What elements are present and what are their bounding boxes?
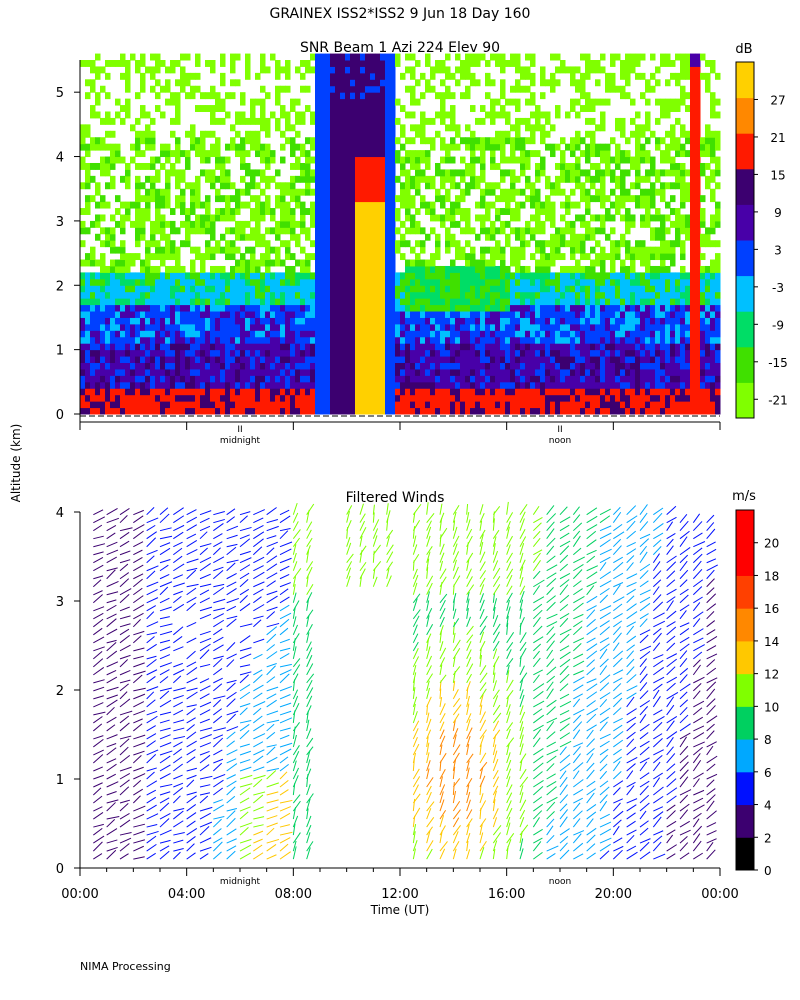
snr-marker-symbol: II bbox=[557, 425, 562, 435]
footer-label: NIMA Processing bbox=[80, 960, 171, 973]
wind-colorbar-segment bbox=[736, 640, 754, 675]
wind-colorbar-label: 16 bbox=[764, 602, 779, 616]
snr-colorbar-unit: dB bbox=[735, 42, 752, 57]
wind-colorbar-segment bbox=[736, 804, 754, 838]
snr-y-tick-label: 4 bbox=[56, 151, 64, 166]
wind-y-tick-label: 0 bbox=[56, 862, 64, 877]
snr-colorbar-label: -15 bbox=[768, 356, 788, 370]
snr-colorbar-segment bbox=[736, 168, 754, 205]
wind-colorbar-frame bbox=[735, 509, 755, 871]
snr-marker-symbol: II bbox=[237, 425, 242, 435]
wind-colorbar-label: 10 bbox=[764, 700, 779, 714]
snr-colorbar-segment bbox=[736, 275, 754, 312]
wind-colorbar-label: 8 bbox=[764, 733, 772, 747]
snr-colorbar-segment bbox=[736, 62, 754, 99]
snr-colorbar-segment bbox=[736, 133, 754, 170]
snr-marker-label: midnight bbox=[220, 436, 261, 446]
snr-colorbar-segment bbox=[736, 97, 754, 134]
wind-colorbar-label: 2 bbox=[764, 831, 772, 845]
snr-colorbar-segment bbox=[736, 204, 754, 241]
wind-colorbar-segment bbox=[736, 542, 754, 576]
wind-colorbar-segment bbox=[736, 575, 754, 609]
wind-y-tick-label: 3 bbox=[56, 595, 64, 610]
wind-colorbar-label: 6 bbox=[764, 766, 772, 780]
snr-colorbar-segment bbox=[736, 240, 754, 277]
wind-y-tick-label: 4 bbox=[56, 506, 64, 521]
wind-colorbar-segment bbox=[736, 706, 754, 740]
snr-colorbar-label: -21 bbox=[768, 393, 788, 407]
wind-colorbar-segment bbox=[736, 837, 754, 871]
wind-colorbar-segment bbox=[736, 739, 754, 773]
wind-x-tick-label: 00:00 bbox=[701, 887, 738, 902]
snr-y-tick-label: 5 bbox=[56, 86, 64, 101]
wind-panel-title: Filtered Winds bbox=[346, 490, 445, 506]
wind-x-tick-label: 00:00 bbox=[61, 887, 98, 902]
snr-y-tick-label: 2 bbox=[56, 279, 64, 294]
snr-marker-label: noon bbox=[549, 436, 571, 446]
wind-colorbar-label: 14 bbox=[764, 635, 779, 649]
wind-colorbar-segment bbox=[736, 673, 754, 707]
snr-y-tick-label: 1 bbox=[56, 344, 64, 359]
snr-colorbar-label: 15 bbox=[770, 168, 785, 182]
wind-x-tick-label: 16:00 bbox=[488, 887, 525, 902]
wind-colorbar-segment bbox=[736, 510, 754, 544]
snr-heatmap bbox=[80, 53, 721, 415]
wind-colorbar-segment bbox=[736, 608, 754, 642]
snr-y-tick-label: 0 bbox=[56, 408, 64, 423]
wind-colorbar-label: 20 bbox=[764, 537, 779, 551]
wind-barbs bbox=[92, 501, 718, 860]
snr-colorbar-label: 3 bbox=[774, 243, 782, 257]
wind-x-tick-label: 08:00 bbox=[275, 887, 312, 902]
wind-x-axis-label: Time (UT) bbox=[370, 903, 430, 917]
snr-colorbar-label: 27 bbox=[770, 93, 785, 107]
snr-colorbar-label: 9 bbox=[774, 206, 782, 220]
wind-x-tick-label: 20:00 bbox=[595, 887, 632, 902]
snr-colorbar-label: -9 bbox=[772, 318, 784, 332]
snr-colorbar-segment bbox=[736, 311, 754, 348]
wind-colorbar-label: 4 bbox=[764, 799, 772, 813]
wind-colorbar-label: 0 bbox=[764, 864, 772, 878]
wind-marker-label: midnight bbox=[220, 877, 261, 887]
wind-y-tick-label: 1 bbox=[56, 773, 64, 788]
wind-marker-label: noon bbox=[549, 877, 571, 887]
wind-x-tick-label: 04:00 bbox=[168, 887, 205, 902]
wind-colorbar-label: 12 bbox=[764, 668, 779, 682]
wind-y-tick-label: 2 bbox=[56, 684, 64, 699]
snr-panel-title: SNR Beam 1 Azi 224 Elev 90 bbox=[300, 40, 500, 56]
snr-colorbar-frame bbox=[735, 61, 755, 419]
snr-colorbar-segment bbox=[736, 382, 754, 419]
wind-colorbar-segment bbox=[736, 771, 754, 806]
figure-title: GRAINEX ISS2*ISS2 9 Jun 18 Day 160 bbox=[269, 6, 531, 22]
wind-colorbar-unit: m/s bbox=[732, 489, 756, 504]
snr-colorbar-label: -3 bbox=[772, 281, 784, 295]
snr-y-tick-label: 3 bbox=[56, 215, 64, 230]
snr-colorbar-label: 21 bbox=[770, 131, 785, 145]
wind-colorbar-label: 18 bbox=[764, 569, 779, 583]
snr-colorbar-segment bbox=[736, 346, 754, 383]
wind-x-tick-label: 12:00 bbox=[381, 887, 418, 902]
